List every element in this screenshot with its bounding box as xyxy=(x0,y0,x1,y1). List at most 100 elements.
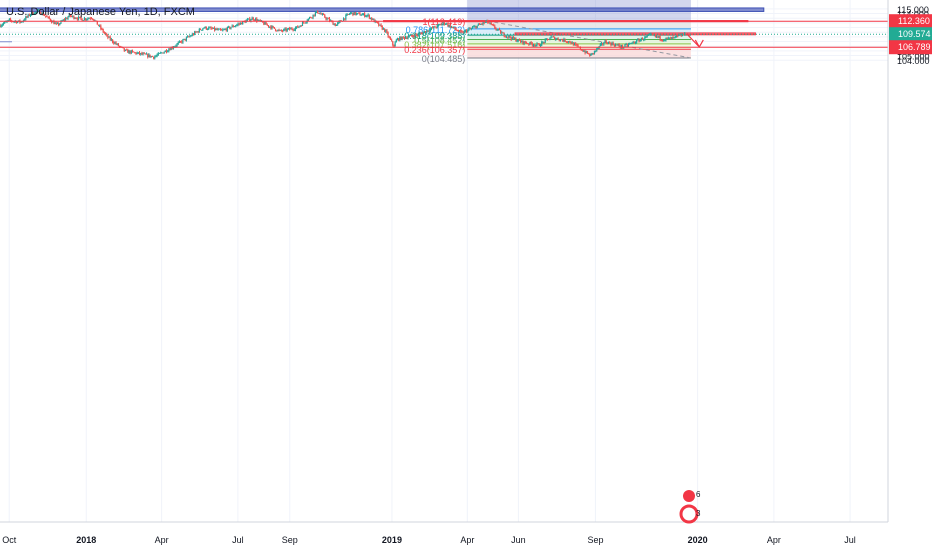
candle-body xyxy=(142,53,144,55)
candle-body xyxy=(72,15,74,17)
candle-body xyxy=(338,21,340,23)
candle-body xyxy=(318,13,320,14)
candle-body xyxy=(382,28,385,30)
candle-body xyxy=(509,35,511,38)
candle-body xyxy=(365,15,367,17)
candle-body xyxy=(604,40,606,43)
candle-body xyxy=(460,30,462,32)
candle-body xyxy=(451,26,454,28)
candle-body xyxy=(13,21,15,23)
candle-body xyxy=(542,42,544,43)
candle-body xyxy=(647,35,649,36)
candle-body xyxy=(587,53,590,55)
candle-body xyxy=(518,39,521,41)
candle-body xyxy=(351,12,353,14)
candle-body xyxy=(54,23,56,25)
candle-body xyxy=(223,29,225,31)
candle-body xyxy=(300,25,302,27)
candle-body xyxy=(383,28,386,32)
candle-body xyxy=(255,18,257,21)
x-tick-label: Apr xyxy=(767,535,781,545)
candle-body xyxy=(490,22,492,25)
candle-body xyxy=(416,34,419,36)
candle-body xyxy=(240,22,243,25)
candle-body xyxy=(100,25,102,29)
candle-body xyxy=(265,22,267,25)
candle-body xyxy=(213,27,216,31)
candle-body xyxy=(442,22,444,25)
candle-body xyxy=(544,39,546,43)
candle-body xyxy=(551,36,553,38)
candle-body xyxy=(311,17,313,19)
candle-body xyxy=(575,43,577,45)
candle-body xyxy=(566,41,569,43)
candle-body xyxy=(408,35,410,38)
candle-body xyxy=(422,32,424,34)
candle-body xyxy=(357,12,359,14)
candle-body xyxy=(55,23,57,24)
candle-body xyxy=(504,36,506,38)
candle-body xyxy=(407,37,409,39)
candle-body xyxy=(618,44,620,47)
candle-body xyxy=(428,31,430,32)
candle-body xyxy=(195,31,197,33)
candle-body xyxy=(597,48,599,49)
candle-body xyxy=(320,13,322,15)
candle-body xyxy=(326,18,328,20)
candle-body xyxy=(470,28,472,30)
candle-body xyxy=(96,20,98,25)
candle-body xyxy=(443,22,445,25)
candle-body xyxy=(440,24,442,26)
candle-body xyxy=(131,50,134,52)
candle-body xyxy=(229,26,231,29)
candle-body xyxy=(197,31,199,33)
candle-body xyxy=(176,43,178,46)
candle-body xyxy=(80,17,82,19)
candle-body xyxy=(46,16,48,18)
candle-body xyxy=(632,42,634,43)
x-tick-label: Jul xyxy=(844,535,856,545)
candle-body xyxy=(312,14,314,18)
candle-body xyxy=(432,27,434,29)
candle-body xyxy=(92,18,94,20)
candle-body xyxy=(237,23,239,25)
candle-body xyxy=(609,42,611,44)
candle-body xyxy=(210,27,212,29)
candle-body xyxy=(58,23,60,25)
candle-body xyxy=(515,38,517,42)
candle-body xyxy=(541,42,543,46)
candle-body xyxy=(537,43,539,45)
candle-body xyxy=(97,24,100,26)
candle-body xyxy=(491,24,494,25)
candle-body xyxy=(638,39,640,42)
candle-body xyxy=(291,28,293,30)
candle-body xyxy=(43,15,46,17)
candle-body xyxy=(466,30,468,33)
candle-body xyxy=(559,39,562,41)
candle-body xyxy=(437,24,440,26)
candle-body xyxy=(398,38,400,41)
candle-body xyxy=(414,34,416,38)
candle-body xyxy=(488,22,490,24)
candle-body xyxy=(405,37,407,39)
candle-body xyxy=(315,10,318,13)
candle-body xyxy=(34,11,36,15)
candle-body xyxy=(654,34,657,37)
candle-body xyxy=(449,24,451,28)
candle-body xyxy=(552,36,555,38)
candle-body xyxy=(8,19,10,21)
candle-body xyxy=(393,45,395,47)
candle-body xyxy=(290,28,292,30)
candle-body xyxy=(130,50,132,54)
candle-body xyxy=(218,28,220,30)
candle-body xyxy=(636,39,638,43)
candle-body xyxy=(678,35,680,37)
candle-body xyxy=(93,19,95,21)
candle-body xyxy=(157,53,159,55)
candle-body xyxy=(52,21,54,23)
candle-body xyxy=(673,36,675,38)
candle-body xyxy=(670,37,672,39)
candle-body xyxy=(616,44,618,46)
